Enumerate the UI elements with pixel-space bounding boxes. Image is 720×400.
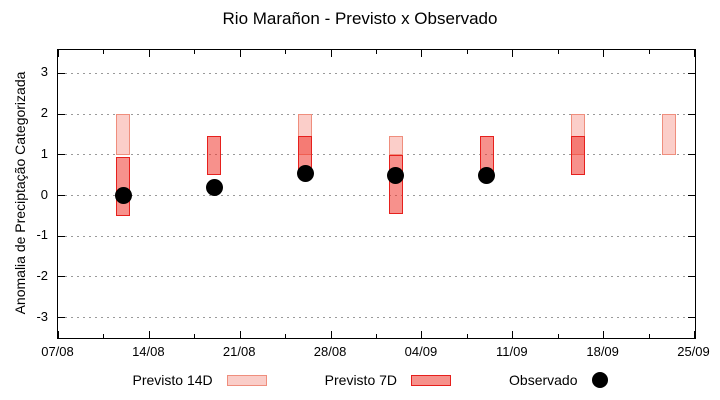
legend: Previsto 14D Previsto 7D Observado bbox=[10, 367, 720, 393]
previsto-7d-bar bbox=[570, 136, 585, 176]
y-tick-mark bbox=[688, 113, 695, 115]
y-tick-label: -3 bbox=[36, 308, 48, 324]
x-tick-mark bbox=[330, 331, 332, 338]
x-minor-tick-mark bbox=[648, 50, 650, 54]
observado-dot bbox=[478, 166, 496, 184]
gridline bbox=[59, 72, 694, 74]
x-tick-label: 14/08 bbox=[132, 344, 165, 359]
x-tick-mark bbox=[58, 331, 59, 338]
y-tick-label: 2 bbox=[40, 105, 48, 121]
x-minor-tick-mark bbox=[466, 50, 468, 54]
x-tick-mark bbox=[512, 331, 514, 338]
observado-dot bbox=[387, 166, 405, 184]
gridline bbox=[59, 195, 694, 196]
observado-dot bbox=[114, 187, 132, 204]
previsto-14d-swatch-icon bbox=[226, 374, 267, 386]
previsto-7d-swatch-icon bbox=[411, 374, 452, 386]
x-tick-label: 25/09 bbox=[677, 344, 710, 359]
legend-item-previsto-7d: Previsto 7D bbox=[324, 372, 452, 388]
x-tick-mark bbox=[512, 50, 514, 57]
legend-label-previsto-14d: Previsto 14D bbox=[132, 372, 213, 388]
legend-item-observado: Observado bbox=[509, 372, 608, 388]
gridline bbox=[59, 154, 694, 156]
legend-label-previsto-7d: Previsto 7D bbox=[324, 372, 398, 388]
observado-dot bbox=[205, 178, 223, 196]
y-tick-mark bbox=[688, 72, 695, 74]
x-tick-mark bbox=[421, 50, 423, 57]
previsto-14d-bar bbox=[661, 114, 676, 155]
legend-item-previsto-14d: Previsto 14D bbox=[133, 372, 267, 388]
y-tick-label: 1 bbox=[40, 145, 48, 161]
x-tick-label: 28/08 bbox=[313, 344, 347, 359]
x-tick-mark bbox=[239, 50, 241, 57]
x-minor-tick-mark bbox=[376, 334, 377, 338]
observado-dot bbox=[296, 164, 314, 182]
y-tick-label: 3 bbox=[40, 64, 48, 80]
observado-dot-icon bbox=[591, 372, 608, 388]
y-tick-label: -2 bbox=[36, 267, 48, 283]
x-tick-mark bbox=[148, 331, 150, 338]
y-tick-mark bbox=[58, 276, 65, 278]
y-tick-mark bbox=[688, 195, 695, 196]
x-minor-tick-mark bbox=[285, 50, 287, 54]
previsto-7d-bar bbox=[207, 136, 222, 176]
x-tick-label: 11/09 bbox=[495, 344, 528, 359]
gridline bbox=[59, 235, 694, 237]
x-tick-mark bbox=[330, 50, 332, 57]
y-tick-mark bbox=[58, 154, 65, 156]
x-tick-mark bbox=[603, 50, 605, 57]
y-tick-mark bbox=[58, 317, 65, 319]
x-tick-mark bbox=[694, 50, 695, 57]
x-minor-tick-mark bbox=[376, 50, 377, 54]
x-minor-tick-mark bbox=[557, 334, 559, 338]
x-minor-tick-mark bbox=[466, 334, 468, 338]
y-tick-mark bbox=[58, 195, 65, 196]
x-tick-mark bbox=[58, 50, 59, 57]
x-tick-mark bbox=[603, 331, 605, 338]
y-tick-mark bbox=[688, 235, 695, 237]
y-tick-label: -1 bbox=[36, 227, 48, 243]
x-tick-mark bbox=[148, 50, 150, 57]
previsto-7d-bar bbox=[388, 154, 403, 214]
y-tick-mark bbox=[688, 276, 695, 278]
plot-area bbox=[57, 49, 696, 339]
x-tick-mark bbox=[239, 331, 241, 338]
x-tick-mark bbox=[421, 331, 423, 338]
gridline bbox=[59, 276, 694, 278]
x-tick-label: 04/09 bbox=[404, 344, 438, 359]
previsto-14d-bar bbox=[116, 114, 131, 155]
x-minor-tick-mark bbox=[557, 50, 559, 54]
x-tick-label: 07/08 bbox=[41, 344, 74, 359]
x-minor-tick-mark bbox=[194, 50, 196, 54]
legend-label-observado: Observado bbox=[509, 372, 578, 388]
y-tick-mark bbox=[58, 72, 65, 74]
x-minor-tick-mark bbox=[103, 50, 105, 54]
x-tick-mark bbox=[694, 331, 695, 338]
y-tick-mark bbox=[688, 154, 695, 156]
x-tick-label: 18/09 bbox=[586, 344, 619, 359]
x-minor-tick-mark bbox=[648, 334, 650, 338]
x-minor-tick-mark bbox=[285, 334, 287, 338]
previsto-14d-bar bbox=[388, 136, 403, 155]
gridline bbox=[59, 317, 694, 319]
gridline bbox=[59, 113, 694, 115]
x-minor-tick-mark bbox=[194, 334, 196, 338]
y-tick-mark bbox=[58, 235, 65, 237]
y-tick-label: 0 bbox=[40, 186, 48, 202]
y-tick-mark bbox=[58, 113, 65, 115]
chart-title: Rio Marañon - Previsto x Observado bbox=[222, 9, 498, 28]
x-tick-label: 21/08 bbox=[222, 344, 256, 359]
x-minor-tick-mark bbox=[103, 334, 105, 338]
y-tick-mark bbox=[688, 317, 695, 319]
